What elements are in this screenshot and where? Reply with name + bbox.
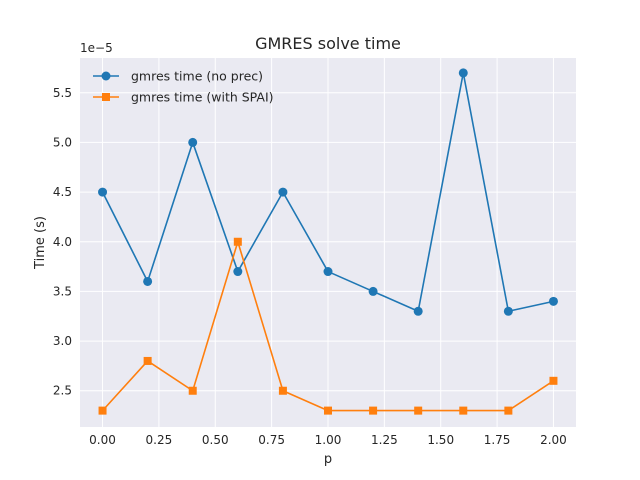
data-point: [459, 406, 468, 415]
x-tick-label: 0.50: [202, 433, 229, 447]
data-point: [548, 296, 558, 306]
x-tick-label: 1.50: [427, 433, 454, 447]
data-point: [368, 286, 378, 296]
x-tick-label: 0.25: [146, 433, 173, 447]
data-point: [278, 187, 288, 197]
chart-title: GMRES solve time: [255, 34, 401, 53]
data-point: [369, 406, 378, 415]
legend-marker: [102, 93, 110, 101]
data-point: [504, 406, 513, 415]
y-tick-label: 3.5: [53, 284, 72, 298]
series-2: [98, 237, 558, 415]
data-point: [413, 306, 423, 316]
data-point: [458, 68, 468, 78]
x-tick-label: 0.00: [89, 433, 116, 447]
x-tick-label: 1.00: [315, 433, 342, 447]
series-1: [98, 68, 558, 316]
data-point: [414, 406, 423, 415]
legend-item: gmres time (no prec): [93, 69, 263, 84]
data-point: [549, 376, 558, 385]
legend-item: gmres time (with SPAI): [93, 90, 274, 105]
y-tick-label: 4.0: [53, 235, 72, 249]
data-point: [188, 386, 197, 395]
data-point: [188, 137, 198, 147]
y-tick-label: 4.5: [53, 185, 72, 199]
legend-label: gmres time (with SPAI): [131, 90, 274, 105]
x-tick-label: 2.00: [540, 433, 567, 447]
y-axis-ticks: 2.5 3.0 3.5 4.0 4.5 5.0 5.5: [53, 86, 72, 398]
y-tick-label: 2.5: [53, 384, 72, 398]
data-point: [324, 406, 332, 415]
x-tick-label: 1.75: [484, 433, 511, 447]
y-axis-offset-label: 1e−5: [80, 41, 113, 55]
x-axis-ticks: 0.00 0.25 0.50 0.75 1.00 1.25 1.50 1.75 2.00: [89, 433, 567, 447]
data-point: [323, 267, 333, 277]
y-axis-label: Time (s): [33, 216, 48, 270]
legend: gmres time (no prec) gmres time (with SPA…: [93, 69, 274, 105]
y-tick-label: 5.5: [53, 86, 72, 100]
x-tick-label: 0.75: [258, 433, 285, 447]
legend-marker: [101, 71, 111, 81]
x-axis-label: p: [324, 452, 332, 467]
legend-label: gmres time (no prec): [131, 69, 263, 84]
data-point: [278, 386, 287, 395]
data-point: [233, 237, 242, 246]
y-tick-label: 3.0: [53, 334, 72, 348]
x-tick-label: 1.25: [371, 433, 398, 447]
data-point: [143, 276, 153, 286]
data-point: [98, 406, 107, 415]
data-point: [233, 267, 243, 277]
data-point: [143, 356, 152, 365]
gridlines: [80, 58, 576, 427]
series-layer: [98, 68, 558, 415]
y-tick-label: 5.0: [53, 135, 72, 149]
data-point: [98, 187, 108, 197]
data-point: [503, 306, 513, 316]
